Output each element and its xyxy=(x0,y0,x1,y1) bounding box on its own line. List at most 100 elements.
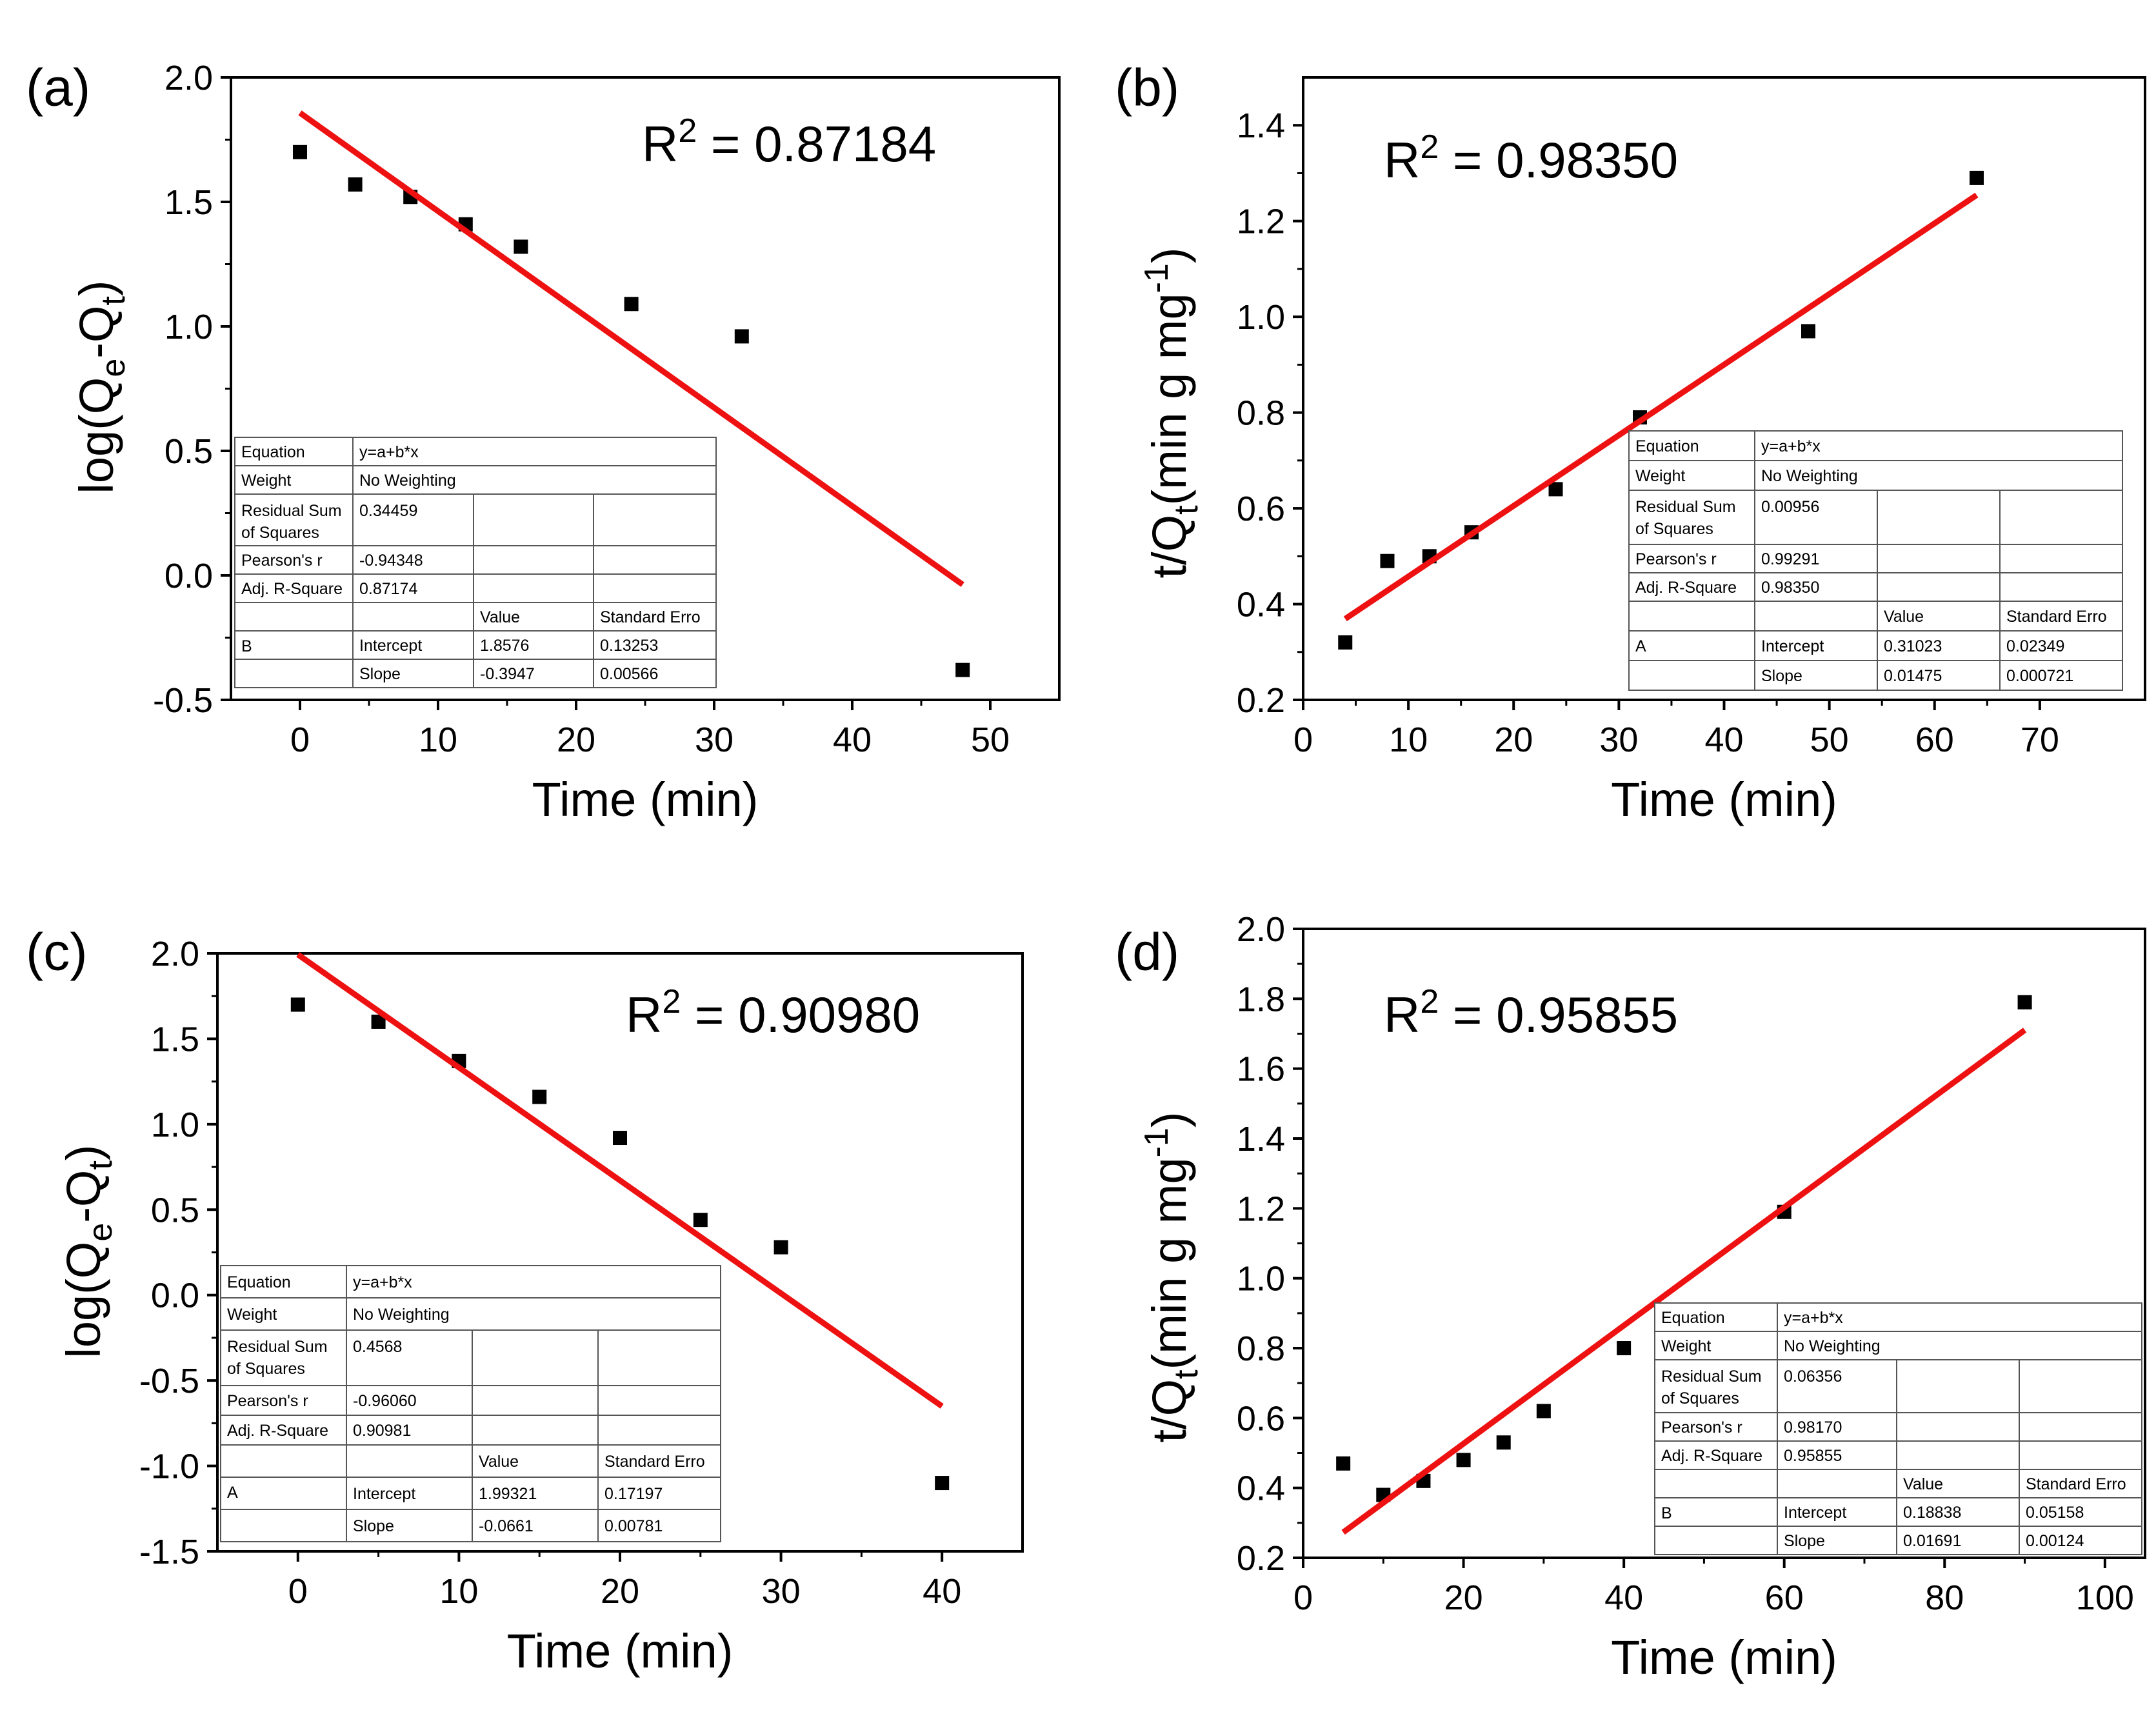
y-axis-label: t/Qt(min g mg-1) xyxy=(1138,248,1205,579)
table-pearson-value: 0.99291 xyxy=(1761,550,1819,568)
table-intercept-value: 1.8576 xyxy=(480,637,529,655)
data-point xyxy=(613,1131,627,1146)
data-point xyxy=(532,1089,547,1104)
table-intercept-value: 1.99321 xyxy=(479,1485,537,1503)
x-tick-label: 60 xyxy=(1765,1578,1804,1617)
table-slope-value: -0.3947 xyxy=(480,665,535,683)
y-label-subscript: t xyxy=(1168,1369,1205,1379)
table-border xyxy=(1628,430,2123,691)
y-tick-label: 1.6 xyxy=(1237,1050,1285,1089)
panel-label: (c) xyxy=(26,922,88,981)
data-point xyxy=(514,239,528,254)
r-squared-superscript: 2 xyxy=(678,112,697,150)
table-pearson-label: Pearson's r xyxy=(227,1392,308,1410)
data-point xyxy=(1338,635,1353,650)
table-intercept-error: 0.05158 xyxy=(2026,1504,2084,1522)
x-tick-label: 40 xyxy=(1604,1578,1643,1617)
table-intercept-value: 0.31023 xyxy=(1884,637,1942,655)
r-squared-prefix: R xyxy=(642,115,678,172)
y-tick-label: 0.0 xyxy=(165,557,213,595)
r-squared-annotation: R2 = 0.90980 xyxy=(626,983,920,1043)
x-tick-label: 20 xyxy=(1494,721,1533,759)
x-tick-label: 0 xyxy=(1293,721,1313,759)
table-adjr-label: Adj. R-Square xyxy=(241,580,343,598)
table-weight: No Weighting xyxy=(1761,467,1858,485)
chart-panel-b: (b) 0.2 0.4 0.6 0.8 1.0 1.2 1.4 0 10 20 30 40 50 60 70 T… xyxy=(1115,58,2146,826)
table-stderr-header: Standard Erro xyxy=(2006,608,2107,626)
table-equation-label: Equation xyxy=(1661,1309,1725,1327)
chart-panel-d: (d) 0.2 0.4 0.6 0.8 1.0 1.2 1.4 1.6 1.8 2.0 0 20 40 60… xyxy=(1115,910,2146,1684)
y-axis-label: t/Qt(min g mg-1) xyxy=(1138,1112,1205,1443)
y-label-main: t/Q xyxy=(1143,1379,1196,1443)
data-point xyxy=(774,1240,788,1255)
r-squared-superscript: 2 xyxy=(662,983,681,1020)
table-stderr-header: Standard Erro xyxy=(600,608,701,626)
table-rss-label: Residual Sum xyxy=(227,1338,328,1356)
x-tick-label: 20 xyxy=(601,1572,639,1611)
data-point xyxy=(1801,324,1815,339)
table-value-header: Value xyxy=(480,608,520,626)
table-adjr-label: Adj. R-Square xyxy=(227,1422,328,1440)
linear-fit-line xyxy=(1341,1028,2027,1535)
y-tick-label: 0.8 xyxy=(1237,394,1285,433)
fit-statistics-table: Equation y=a+b*x Weight No Weighting Residua… xyxy=(220,1265,721,1542)
y-label-main: log(Q xyxy=(57,1242,110,1358)
x-tick-label: 100 xyxy=(2076,1578,2134,1617)
panel-label: (a) xyxy=(26,58,90,117)
x-tick-label: 30 xyxy=(1599,721,1638,759)
y-tick-label: 1.5 xyxy=(151,1020,199,1059)
table-intercept-label: Intercept xyxy=(1761,637,1824,655)
linear-fit-line xyxy=(298,110,964,587)
table-value-header: Value xyxy=(479,1453,519,1471)
y-label-end: ) xyxy=(1143,248,1196,264)
y-tick-label: 1.8 xyxy=(1237,980,1285,1019)
table-slope-value: 0.01691 xyxy=(1903,1532,1961,1550)
r-squared-annotation: R2 = 0.95855 xyxy=(1384,983,1678,1043)
table-intercept-label: Intercept xyxy=(1784,1504,1846,1522)
y-label-end: ) xyxy=(1143,1112,1196,1128)
linear-fit-line xyxy=(296,952,944,1409)
x-tick-label: 20 xyxy=(1444,1578,1483,1617)
table-adjr-value: 0.87174 xyxy=(359,580,417,598)
r-squared-value: = 0.95855 xyxy=(1439,986,1678,1043)
y-tick-label: 0.2 xyxy=(1237,681,1285,720)
r-squared-prefix: R xyxy=(1384,986,1420,1043)
data-point xyxy=(2017,995,2032,1010)
x-tick-label: 40 xyxy=(923,1572,961,1611)
table-intercept-value: 0.18838 xyxy=(1903,1504,1961,1522)
y-tick-label: 1.0 xyxy=(151,1106,199,1144)
x-axis-label: Time (min) xyxy=(532,773,759,826)
y-label-mid: (min g mg xyxy=(1143,293,1196,505)
table-slope-error: 0.00566 xyxy=(600,665,658,683)
table-rss-label: Residual Sum xyxy=(1635,498,1736,516)
y-label-end: ) xyxy=(57,1144,110,1160)
y-tick-label: -1.0 xyxy=(139,1447,199,1486)
fit-statistics-table: Equation y=a+b*x Weight No Weighting Residua… xyxy=(234,437,717,688)
y-label-subscript: e xyxy=(82,1223,119,1242)
x-tick-label: 10 xyxy=(1389,721,1428,759)
table-slope-value: -0.0661 xyxy=(479,1517,534,1535)
table-slope-error: 0.000721 xyxy=(2006,667,2073,685)
x-axis-label: Time (min) xyxy=(1611,773,1837,826)
table-slope-label: Slope xyxy=(1761,667,1802,685)
x-tick-label: 50 xyxy=(971,721,1010,759)
x-axis-label: Time (min) xyxy=(507,1624,734,1678)
table-rss-value: 0.00956 xyxy=(1761,498,1819,516)
table-equation: y=a+b*x xyxy=(1761,437,1821,455)
y-tick-label: 1.0 xyxy=(1237,298,1285,337)
data-point xyxy=(1536,1404,1551,1418)
y-label-superscript: -1 xyxy=(1138,263,1175,293)
table-intercept-error: 0.13253 xyxy=(600,637,658,655)
y-tick-label: 1.5 xyxy=(165,183,213,222)
table-slope-label: Slope xyxy=(359,665,401,683)
y-tick-label: 1.4 xyxy=(1237,106,1285,145)
table-parameter-name: A xyxy=(227,1484,238,1502)
y-label-superscript: -1 xyxy=(1138,1128,1175,1157)
table-equation-label: Equation xyxy=(1635,437,1699,455)
table-pearson-value: -0.96060 xyxy=(353,1392,417,1410)
y-label-mid: -Q xyxy=(57,1170,110,1223)
data-point xyxy=(1380,553,1395,568)
table-weight: No Weighting xyxy=(1784,1337,1881,1355)
y-label-subscript: e xyxy=(95,359,132,377)
